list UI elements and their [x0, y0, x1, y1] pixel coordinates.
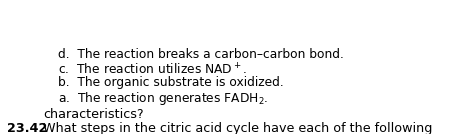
Text: characteristics?: characteristics? [43, 108, 143, 121]
Text: d.  The reaction breaks a carbon–carbon bond.: d. The reaction breaks a carbon–carbon b… [58, 48, 344, 61]
Text: 23.42: 23.42 [7, 122, 47, 134]
Text: What steps in the citric acid cycle have each of the following: What steps in the citric acid cycle have… [43, 122, 433, 134]
Text: a.  The reaction generates $\mathregular{FADH_2}$.: a. The reaction generates $\mathregular{… [58, 90, 268, 107]
Text: c.  The reaction utilizes $\mathregular{NAD^+}$.: c. The reaction utilizes $\mathregular{N… [58, 62, 247, 77]
Text: b.  The organic substrate is oxidized.: b. The organic substrate is oxidized. [58, 76, 284, 89]
